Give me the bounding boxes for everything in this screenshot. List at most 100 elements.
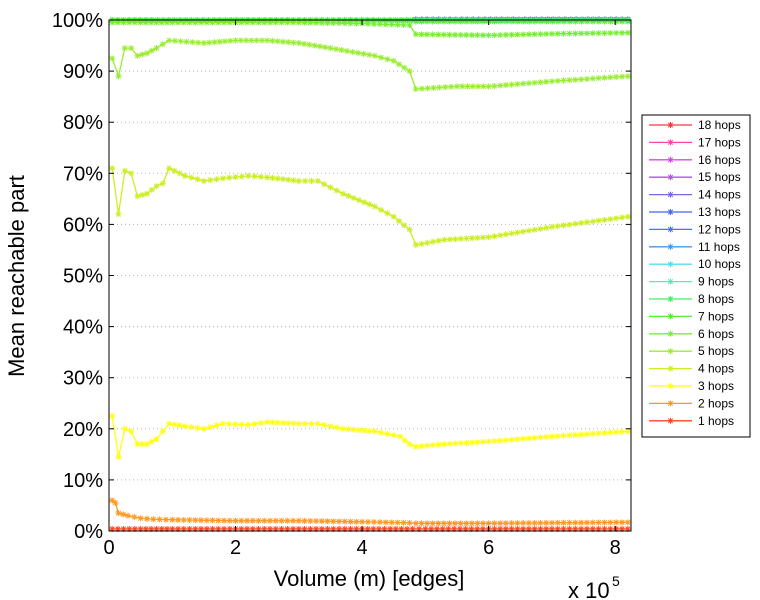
data-point	[624, 519, 631, 526]
data-point	[435, 441, 442, 448]
data-point	[520, 520, 527, 527]
data-point	[384, 210, 391, 217]
data-point	[463, 32, 470, 39]
data-point	[416, 525, 423, 532]
data-point	[607, 519, 614, 526]
data-point	[148, 19, 155, 26]
data-point	[560, 30, 567, 37]
data-point	[227, 37, 234, 44]
legend-item: 16 hops	[649, 153, 741, 167]
data-point	[607, 74, 614, 81]
data-point	[364, 525, 371, 532]
data-point	[624, 29, 631, 36]
data-point	[560, 77, 567, 84]
series-1-hops	[109, 525, 631, 532]
data-point	[318, 19, 325, 26]
data-point	[474, 439, 481, 446]
data-point	[221, 525, 228, 532]
data-point	[590, 18, 597, 25]
legend-item: 1 hops	[649, 414, 734, 428]
data-point	[153, 183, 160, 190]
data-point	[134, 52, 141, 59]
data-point	[457, 31, 464, 38]
data-point	[624, 428, 631, 435]
data-point	[245, 421, 252, 428]
data-point	[442, 84, 449, 91]
data-point	[554, 223, 561, 230]
data-point	[345, 192, 352, 199]
data-point	[177, 38, 184, 45]
data-point	[491, 82, 498, 89]
data-point	[446, 236, 453, 243]
data-point	[188, 424, 195, 431]
data-point	[543, 30, 550, 37]
y-tick-label: 80%	[63, 112, 103, 134]
y-tick-label: 40%	[63, 317, 103, 339]
data-point	[485, 438, 492, 445]
legend-marker	[667, 226, 674, 233]
data-point	[613, 73, 620, 80]
data-point	[514, 31, 521, 38]
data-point	[142, 19, 149, 26]
data-point	[257, 420, 264, 427]
data-point	[418, 240, 425, 247]
data-point	[424, 239, 431, 246]
data-point	[150, 516, 157, 523]
data-point	[525, 525, 532, 532]
data-point	[115, 211, 122, 218]
data-point	[463, 18, 470, 25]
data-point	[139, 51, 146, 58]
data-point	[253, 37, 260, 44]
data-point	[366, 201, 373, 208]
data-point	[219, 175, 226, 182]
data-point	[333, 424, 340, 431]
data-point	[401, 437, 408, 444]
data-point	[280, 176, 286, 183]
data-point	[618, 428, 625, 435]
data-point	[307, 19, 314, 26]
legend-marker	[667, 174, 674, 181]
data-point	[251, 420, 258, 427]
data-point	[336, 518, 343, 525]
data-point	[370, 519, 377, 526]
data-point	[440, 520, 447, 527]
data-point	[211, 39, 218, 46]
data-point	[618, 519, 625, 526]
data-point	[341, 518, 348, 525]
data-point	[613, 519, 620, 526]
data-point	[566, 18, 573, 25]
data-point	[502, 231, 509, 238]
data-point	[548, 78, 555, 85]
data-point	[435, 31, 442, 38]
y-tick-label: 20%	[63, 419, 103, 441]
data-point	[181, 172, 188, 179]
legend-marker	[667, 278, 674, 285]
series-5-hops	[109, 37, 631, 92]
data-point	[365, 17, 372, 24]
data-point	[169, 516, 176, 523]
y-axis-title: Mean reachable part	[4, 175, 29, 377]
data-point	[561, 18, 568, 25]
data-point	[502, 437, 509, 444]
data-point	[406, 22, 413, 29]
data-point	[445, 525, 452, 532]
data-point	[285, 176, 292, 183]
data-point	[249, 525, 256, 532]
data-point	[441, 441, 448, 448]
data-point	[370, 17, 377, 24]
data-point	[307, 525, 314, 532]
data-point	[290, 525, 297, 532]
data-point	[249, 19, 256, 26]
data-point	[452, 440, 459, 447]
data-point	[560, 519, 567, 526]
data-point	[537, 225, 544, 232]
data-point	[290, 420, 297, 427]
data-point	[469, 439, 476, 446]
legend-item: 3 hops	[649, 379, 734, 393]
data-point	[525, 227, 532, 234]
data-point	[554, 77, 561, 84]
data-point	[474, 520, 481, 527]
data-point	[209, 19, 216, 26]
data-point	[572, 76, 579, 83]
data-point	[280, 38, 286, 45]
